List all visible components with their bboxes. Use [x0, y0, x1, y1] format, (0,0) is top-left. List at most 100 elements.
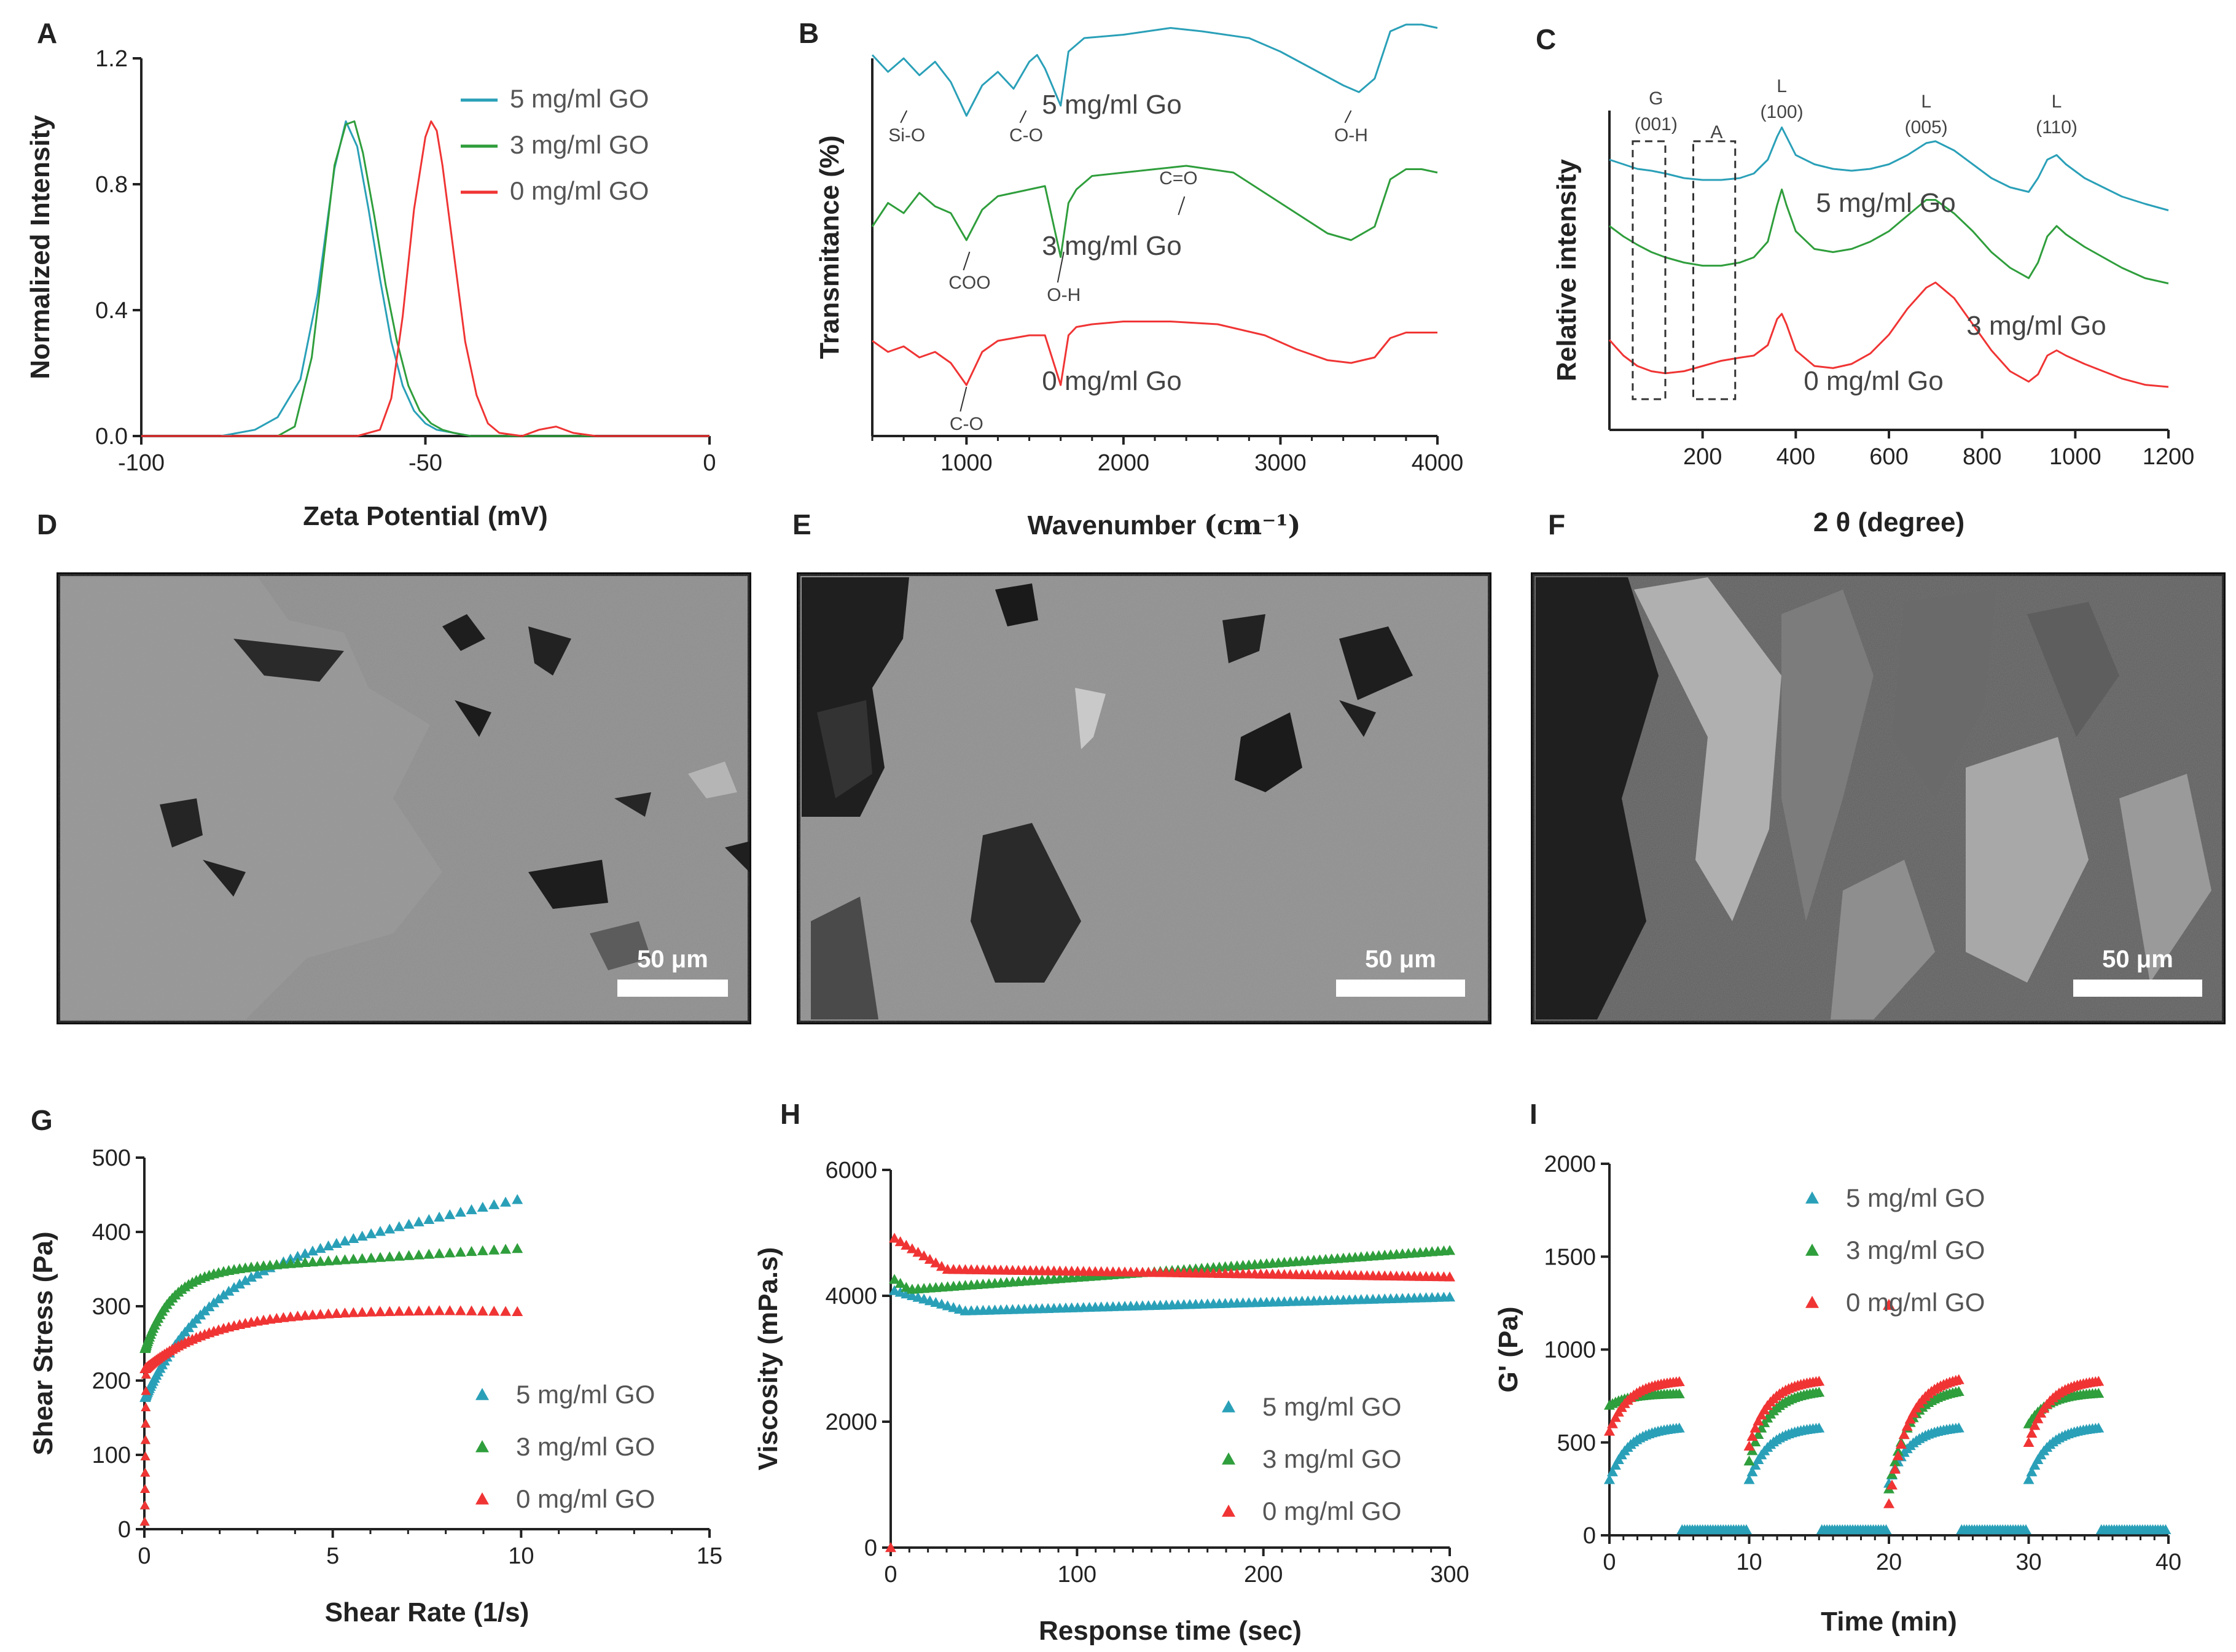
chart-h-point-1-94 [1444, 1245, 1455, 1255]
chart-i-point-0-3-1 [2026, 1466, 2038, 1476]
chart-g-point-1-56 [375, 1252, 386, 1262]
chart-i-x-tick-label-4: 40 [2156, 1549, 2181, 1575]
chart-g-point-1-63 [444, 1247, 456, 1258]
chart-h-x-tick-label-2: 200 [1244, 1562, 1283, 1588]
chart-i-y-tick-label-3: 1500 [1544, 1244, 1596, 1270]
chart-i-point-2-3-23 [2093, 1376, 2105, 1386]
chart-i-y-tick-label-1: 500 [1557, 1430, 1596, 1456]
chart-i-point-1-1-0 [1743, 1455, 1755, 1466]
chart-i-point-2-0-2 [1609, 1412, 1621, 1422]
chart-i-rest-point-1-25 [1880, 1524, 1892, 1535]
chart-g-point-1-58 [393, 1250, 405, 1261]
chart-h-x-tick-label-3: 300 [1430, 1562, 1469, 1588]
chart-c-x-tick-label-0: 200 [1683, 444, 1722, 470]
chart-b-annotation-leader-red-0 [960, 386, 968, 412]
chart-g-point-0-56 [375, 1226, 386, 1236]
chart-g-point-1-62 [434, 1248, 445, 1258]
chart-b-series-line-1 [871, 165, 1438, 258]
chart-i-x-tick-label-2: 20 [1876, 1549, 1902, 1575]
chart-g-point-0-39 [245, 1271, 257, 1282]
chart-c-x-tick-label-3: 800 [1963, 444, 2001, 470]
chart-g-point-1-61 [423, 1249, 435, 1259]
chart-g-point-0-66 [477, 1201, 488, 1212]
chart-g-point-2-51 [330, 1307, 342, 1318]
chart-h-legend-marker-0 [1222, 1400, 1235, 1412]
chart-h-legend-marker-2 [1222, 1505, 1235, 1517]
chart-c-peak-label-2: L [1777, 76, 1787, 96]
chart-g-point-2-start-0 [139, 1516, 150, 1526]
chart-i-point-2-0-0 [1604, 1425, 1615, 1436]
chart-i-point-1-2-1 [1886, 1468, 1898, 1479]
chart-i-x-axis-title: Time (min) [1821, 1607, 1957, 1637]
chart-i-y-tick-label-4: 2000 [1544, 1151, 1596, 1177]
chart-c-x-axis-title: 2 θ (degree) [1813, 507, 1964, 537]
chart-i-point-0-3-0 [2023, 1474, 2035, 1484]
chart-c-series-line-2 [1608, 281, 2169, 388]
chart-i-point-0-1-0 [1743, 1474, 1755, 1484]
chart-h-point-2-2 [901, 1239, 912, 1250]
chart-c-peak-label-3: L [1921, 92, 1931, 112]
chart-i-point-1-3-23 [2093, 1387, 2105, 1398]
chart-g-point-0-60 [413, 1216, 424, 1226]
chart-g-point-0-54 [356, 1230, 368, 1241]
chart-g-point-2-62 [434, 1305, 445, 1315]
chart-b-x-tick-label-1: 2000 [1098, 450, 1150, 476]
chart-g-x-axis-title: Shear Rate (1/s) [325, 1597, 530, 1627]
chart-i-legend-label-0: 5 mg/ml GO [1846, 1183, 1985, 1212]
chart-i-point-0-3-23 [2093, 1422, 2105, 1433]
panel-label-d: D [37, 508, 57, 540]
chart-h-point-2-3 [906, 1243, 918, 1253]
chart-b-annotation-teal-1: C-O [1009, 125, 1043, 146]
chart-g-point-2-60 [413, 1305, 424, 1315]
chart-g-point-2-61 [423, 1305, 435, 1315]
chart-g-point-2-69 [512, 1306, 523, 1316]
chart-i-rest-point-3-25 [2160, 1524, 2172, 1535]
sem-image-e: 50 μm [797, 572, 1491, 1024]
chart-g-point-0-52 [339, 1235, 351, 1245]
chart-g-legend-label-1: 3 mg/ml GO [516, 1432, 655, 1461]
chart-g-point-2-65 [466, 1305, 477, 1315]
chart-c-dashed-box-1 [1692, 140, 1737, 400]
chart-g-point-0-69 [512, 1194, 523, 1204]
chart-b-x-tick-label-2: 3000 [1254, 450, 1307, 476]
chart-i-point-0-1-1 [1746, 1466, 1758, 1476]
chart-g-point-0-63 [444, 1209, 456, 1220]
chart-g-point-2-start-6 [141, 1419, 151, 1428]
chart-g-point-2-start-3 [140, 1468, 150, 1477]
chart-i-point-2-3-1 [2026, 1427, 2038, 1438]
chart-h-x-axis-title: Response time (sec) [1039, 1616, 1302, 1646]
chart-i-legend-marker-1 [1805, 1244, 1819, 1256]
chart-c-x-tick-label-1: 400 [1777, 444, 1815, 470]
chart-i-point-0-3-2 [2029, 1459, 2041, 1470]
chart-g-point-1-64 [455, 1247, 466, 1257]
chart-g-point-0-67 [488, 1199, 500, 1209]
chart-b-x-tick-label-3: 4000 [1412, 450, 1464, 476]
chart-g-point-0-48 [307, 1245, 318, 1256]
chart-g-x-tick-label-3: 15 [697, 1543, 722, 1569]
panel-label-g: G [31, 1104, 53, 1136]
chart-b-annotation-green-0: COO [948, 273, 990, 293]
chart-h-point-origin [885, 1542, 896, 1553]
chart-a-x-tick-label-2: 0 [703, 450, 716, 476]
chart-c-peak-index-4: (110) [2036, 117, 2078, 138]
chart-g-point-1-49 [315, 1256, 326, 1266]
chart-b-x-axis-title: Wavenumber [1028, 510, 1197, 540]
chart-g-point-2-58 [393, 1306, 405, 1316]
chart-i-point-2-2-0 [1883, 1498, 1894, 1508]
chart-g-point-1-60 [413, 1249, 424, 1260]
chart-b-annotation-leader-teal-1 [1019, 110, 1027, 123]
chart-g-point-2-49 [315, 1309, 326, 1319]
chart-i-y-tick-label-2: 1000 [1544, 1338, 1596, 1363]
chart-b-annotation-red-0: C-O [950, 414, 983, 434]
chart-b-ftir: 1000 2000 3000 4000 Wavenumber Transmitance (… [815, 23, 1464, 541]
chart-g-point-2-66 [477, 1305, 488, 1316]
chart-g-y-tick-label-2: 200 [92, 1368, 131, 1394]
chart-g-x-tick-label-0: 0 [138, 1543, 150, 1569]
chart-b-annotation-teal-0: Si-O [888, 125, 925, 146]
chart-g-point-0-55 [366, 1228, 377, 1239]
chart-g-legend-marker-0 [475, 1388, 489, 1400]
chart-g-point-1-47 [299, 1257, 311, 1268]
sem-image-f: 50 μm [1531, 572, 2226, 1024]
chart-g-point-0-65 [466, 1204, 477, 1215]
chart-i-rest-point-2-25 [2020, 1524, 2031, 1535]
